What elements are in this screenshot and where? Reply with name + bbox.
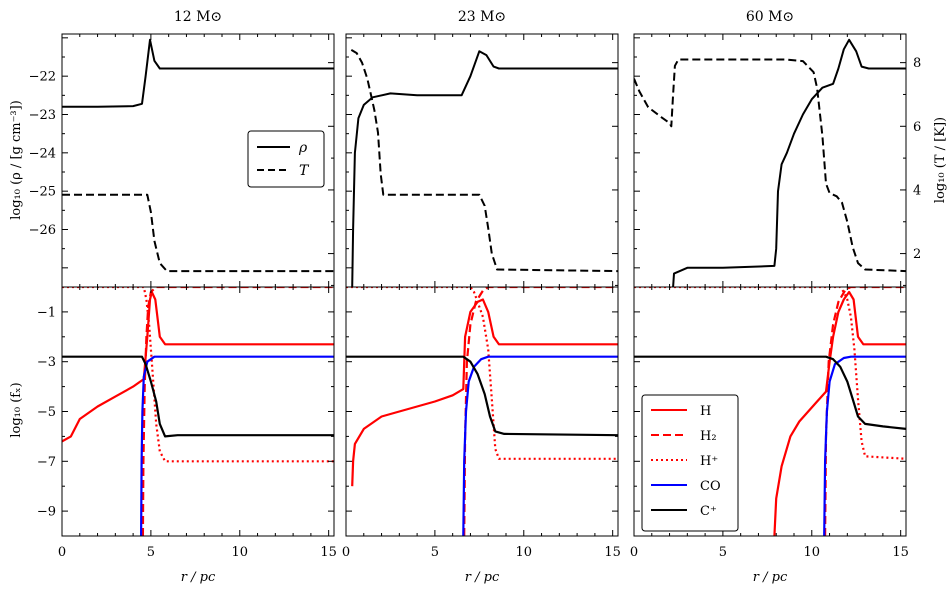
legend-H2-label: H₂ [700,429,717,444]
x-label-panel-1: r / pc [181,570,216,585]
rho-tick-label: −25 [29,185,56,200]
cplus-fraction-line [62,355,334,438]
fx-tick-label: −3 [37,355,56,370]
rho-tick-label: −23 [29,108,56,123]
h2-fraction-line [824,287,906,536]
panel-2: 0 5 10 15 [342,33,621,560]
panel-titles: 12 M⊙ 23 M⊙ 60 M⊙ [174,9,794,25]
x-label-panel-3: r / pc [753,570,788,585]
temperature-line [634,58,906,273]
legend-top: ρ T [247,130,325,188]
rho-tick-label: −26 [29,223,56,238]
x-tick-label: 15 [604,545,621,560]
legend-CO-label: CO [700,479,721,494]
legend-H-label: H [700,404,711,419]
temperature-line [350,49,618,273]
co-fraction-line [823,355,906,536]
h-fraction-line [351,298,618,487]
x-tick-label: 0 [342,545,350,560]
hplus-fraction-line [634,287,906,460]
fx-tick-label: −1 [37,305,56,320]
top-frame [345,33,619,288]
x-tick-label: 5 [147,545,155,560]
top-right-y-label: log₁₀ (T / [K]) [933,117,948,203]
plot-area: 0 5 10 15 0 5 10 15 0 5 10 15 −22 −23 −24 −25 −26 2 4 6 8 −1 −… [29,33,921,560]
x-tick-label: 5 [431,545,439,560]
panel-title-23msun: 23 M⊙ [458,9,506,25]
fx-tick-label: −9 [37,505,56,520]
x-tick-label: 15 [892,545,909,560]
bottom-left-y-label: log₁₀ (fₓ) [9,382,24,437]
h2-fraction-line [141,287,334,536]
cplus-fraction-line [634,355,906,430]
hplus-fraction-line [62,287,334,463]
x-tick-label: 5 [719,545,727,560]
fx-tick-label: −7 [37,455,56,470]
panel-3: 0 5 10 15 [630,33,909,560]
rho-line [351,50,618,287]
legend-T-label: T [299,163,310,179]
axis-labels: log₁₀ (ρ / [g cm⁻³]) log₁₀ (T / [K]) log… [9,100,948,585]
legend-Hplus-label: H⁺ [700,454,718,469]
bottom-frame [61,286,335,537]
top-frame [633,33,907,288]
x-tick-label: 10 [516,545,533,560]
hplus-fraction-line [346,287,618,460]
x-tick-label: 0 [58,545,66,560]
T-tick-label: 6 [913,120,921,135]
rho-tick-label: −22 [29,70,56,85]
h-fraction-line [773,290,906,536]
h-fraction-line [62,290,334,443]
panel-title-60msun: 60 M⊙ [746,9,794,25]
legend-Cplus-label: C⁺ [700,504,717,519]
x-label-panel-2: r / pc [465,570,500,585]
legend-bottom: H H₂ H⁺ CO C⁺ [641,394,739,532]
legend-bottom-box [641,394,739,532]
fx-tick-label: −5 [37,405,56,420]
temperature-line [62,193,334,273]
co-fraction-line [462,355,618,536]
cplus-fraction-line [346,355,618,437]
co-fraction-line [140,355,334,536]
x-tick-label: 10 [804,545,821,560]
x-tick-label: 0 [630,545,638,560]
bottom-frame [345,286,619,537]
T-tick-label: 2 [913,247,921,262]
x-tick-label: 15 [320,545,337,560]
legend-top-box [247,130,325,188]
rho-tick-label: −24 [29,146,56,161]
rho-line [672,38,906,287]
rho-line [62,38,334,108]
h2-fraction-line [463,287,618,536]
x-tick-label: 10 [232,545,249,560]
T-tick-label: 4 [913,183,921,198]
top-left-y-label: log₁₀ (ρ / [g cm⁻³]) [9,100,24,220]
legend-rho-label: ρ [298,140,308,156]
panel-title-12msun: 12 M⊙ [174,9,222,25]
T-tick-label: 8 [913,56,921,71]
panel-1: 0 5 10 15 [58,33,337,560]
